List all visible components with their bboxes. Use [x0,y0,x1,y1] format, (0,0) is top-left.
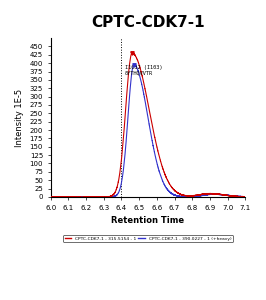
Legend: CPTC-CDK7-1 - 315.5154 - 1, CPTC-CDK7-1 - 390.0227 - 1 (+heavy): CPTC-CDK7-1 - 315.5154 - 1, CPTC-CDK7-1 … [63,235,233,242]
Y-axis label: Intensity 1E-5: Intensity 1E-5 [15,88,24,147]
X-axis label: Retention Time: Retention Time [111,216,185,225]
Text: I1032 (I103)
δYTHQVVTR: I1032 (I103) δYTHQVVTR [125,65,163,76]
Title: CPTC-CDK7-1: CPTC-CDK7-1 [91,15,205,30]
